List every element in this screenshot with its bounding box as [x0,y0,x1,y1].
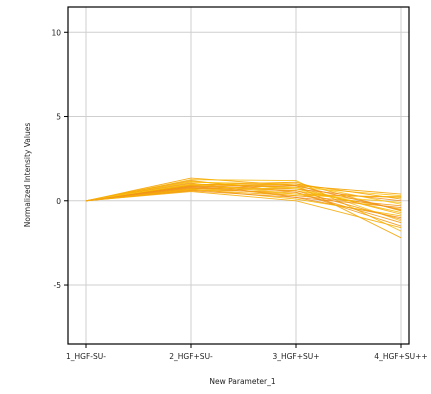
x-tick-label: 2_HGF+SU- [169,352,213,361]
series-lines [85,177,402,239]
y-tick-label: -5 [54,281,62,290]
plot-area-frame [67,6,410,345]
series-line [85,185,402,211]
y-axis-title: Normalized Intensity Values [23,123,32,228]
y-tick-label: 5 [56,113,61,122]
gridlines [68,7,409,344]
x-tick-label: 1_HGF-SU- [66,352,106,361]
x-tick-label: 3_HGF+SU+ [272,352,319,361]
y-axis-ticks: 10 5 0 -5 [51,28,68,290]
series-line [85,191,402,229]
x-tick-label: 4_HGF+SU++ [374,352,427,361]
x-axis-title: New Parameter_1 [209,377,276,386]
series-line [85,177,402,239]
y-tick-label: 10 [51,28,61,37]
y-tick-label: 0 [56,197,61,206]
series-line [85,180,402,214]
series-line [85,189,402,202]
x-axis-ticks: 1_HGF-SU- 2_HGF+SU- 3_HGF+SU+ 4_HGF+SU++ [66,344,428,361]
